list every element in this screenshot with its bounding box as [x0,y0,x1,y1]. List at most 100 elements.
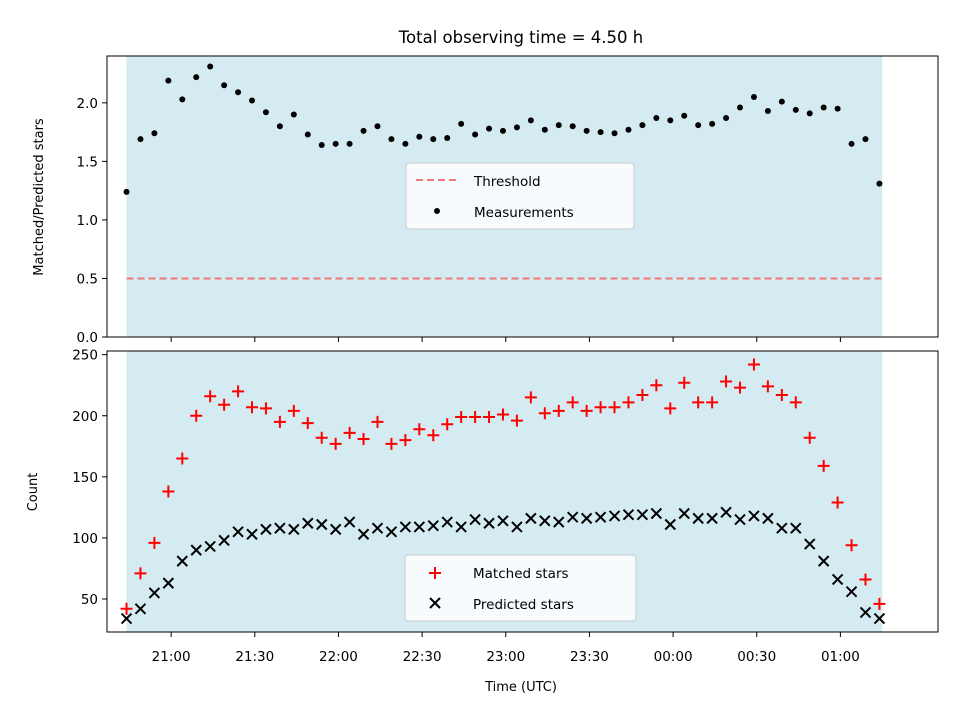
predicted-star-point [176,555,188,567]
measurement-point [430,136,437,143]
matched-star-point [831,496,844,509]
predicted-star-point [580,512,593,525]
measurement-point [374,123,381,130]
predicted-star-point [622,509,635,521]
measurement-point [235,89,242,96]
matched-star-point [496,408,509,421]
y-tick-label: 0.5 [77,271,98,287]
predicted-star-point [831,573,844,586]
predicted-star-point [218,534,230,547]
predicted-star-point [469,513,481,526]
predicted-star-point [120,612,133,625]
predicted-star-point [441,516,453,528]
matched-star-point [455,410,468,423]
predicted-star-point [162,577,175,589]
measurement-point [207,63,214,70]
predicted-star-point [873,612,886,625]
predicted-star-point [650,507,663,520]
chart-title: Total observing time = 4.50 h [398,28,643,47]
predicted-star-point [525,512,537,525]
measurement-point [597,129,604,136]
predicted-star-point [455,521,467,533]
predicted-star-point [497,515,509,527]
predicted-star-point [274,522,286,534]
predicted-star-point [790,522,802,534]
y-axis-label: Matched/Predicted stars [32,118,47,276]
measurement-point [137,136,144,143]
measurement-point [764,108,771,115]
measurement-point [193,74,200,81]
measurement-point [276,123,283,130]
measurement-point [304,131,311,138]
predicted-star-point [566,511,579,523]
measurement-point [639,122,646,129]
matched-star-point [594,401,607,414]
predicted-star-point [706,512,718,525]
predicted-star-point [329,523,342,536]
measurement-point [499,127,506,134]
matched-star-point [441,418,454,431]
measurement-point [332,140,339,147]
legend-matched-swatch [429,567,441,579]
matched-star-point [845,539,858,552]
measurement-point [876,180,883,187]
matched-star-point [706,396,719,409]
matched-star-point [859,573,872,586]
predicted-star-point [859,606,872,619]
measurement-point [123,188,130,195]
legend-measurements-label: Measurements [474,205,574,221]
x-tick-label: 01:00 [821,649,860,665]
measurement-point [416,133,423,140]
matched-star-point [734,381,747,394]
matched-star-point [134,567,147,580]
measurement-point [151,130,158,137]
x-tick-label: 00:30 [737,649,776,665]
y-tick-label: 150 [72,470,98,486]
measurement-point [806,110,813,117]
matched-star-point [301,417,314,430]
legend-frame [404,554,637,622]
matched-star-point [817,459,830,472]
measurement-point [792,106,799,113]
legend-matched-label: Matched stars [473,566,569,582]
matched-star-point [636,388,649,401]
legend-predicted-swatch [429,597,441,609]
predicted-star-point [511,521,523,533]
measurement-point [737,104,744,111]
series-measurements [123,63,883,195]
measurement-point [290,111,297,118]
matched-star-point [399,434,412,447]
predicted-star-point [246,528,258,540]
predicted-star-point [762,512,774,525]
measurement-point [527,117,534,124]
measurement-point [653,115,660,122]
y-tick-label: 2.0 [77,96,98,112]
x-tick-label: 22:30 [403,649,442,665]
predicted-star-point [804,538,816,550]
matched-star-point [803,431,816,444]
matched-star-point [775,388,788,401]
counts-legend: Matched stars Predicted stars [404,554,637,622]
legend-measurements-swatch [434,208,440,214]
measurement-point [723,115,730,122]
matched-star-point [789,396,802,409]
legend-threshold-label: Threshold [473,174,541,190]
x-tick-label: 23:00 [486,649,525,665]
y-tick-label: 50 [81,592,98,608]
counts-plot-area: 50 100 150 200 250 21:00 21:30 22:00 22:30 23:00 2… [72,348,939,665]
y-tick-label: 1.5 [77,154,98,170]
measurement-point [569,123,576,130]
predicted-star-point [302,517,314,529]
matched-star-point [148,536,161,549]
measurement-point [346,140,353,147]
predicted-star-point [692,512,704,525]
legend-frame [405,162,635,230]
predicted-star-point [204,540,216,553]
y-tick-label: 1.0 [77,213,98,229]
matched-star-point [204,390,217,403]
series-predicted-stars [120,506,886,625]
measurement-point [583,127,590,134]
y-tick-label: 250 [72,348,98,364]
measurement-point [360,127,367,134]
